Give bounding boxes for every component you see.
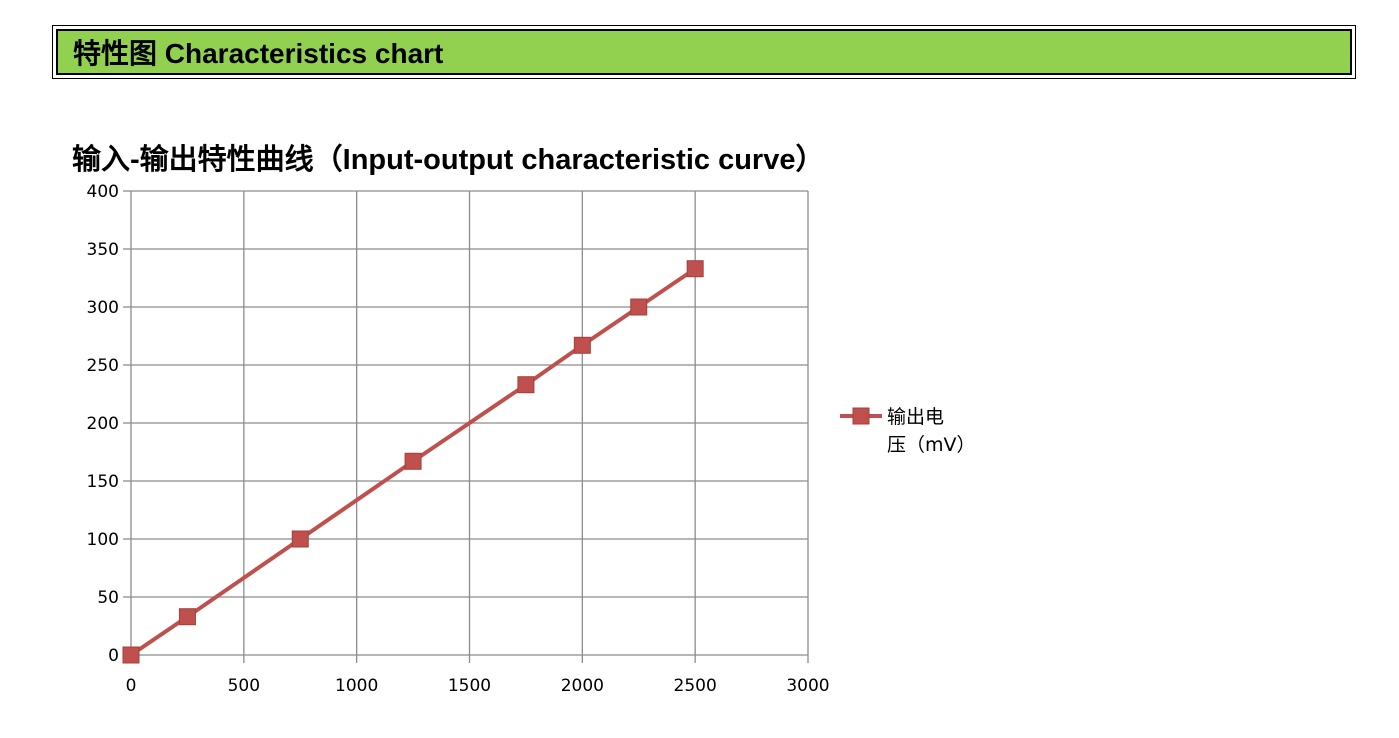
data-point-marker <box>178 608 196 626</box>
y-tick-label: 400 <box>87 182 119 202</box>
y-tick-label: 200 <box>87 414 119 434</box>
x-tick-label: 3000 <box>786 676 829 696</box>
legend-label: 压（mV） <box>887 434 976 456</box>
chart-heading: 输入-输出特性曲线（Input-output characteristic cu… <box>72 144 825 176</box>
chart-section-banner: 特性图 Characteristics chart <box>52 25 1356 79</box>
y-tick-label: 150 <box>87 472 119 492</box>
x-tick-label: 1000 <box>335 676 378 696</box>
axes <box>123 190 809 663</box>
y-tick-label: 50 <box>97 588 119 608</box>
data-point-marker <box>573 336 591 354</box>
tick-labels: 0 50 100 150 200 250 300 350 400 0 500 1000 1500 2000… <box>87 182 830 696</box>
data-point-marker <box>122 646 140 664</box>
x-tick-label: 0 <box>126 676 137 696</box>
series-layer <box>122 260 704 664</box>
y-tick-label: 250 <box>87 356 119 376</box>
y-tick-label: 300 <box>87 298 119 318</box>
legend-label: 输出电 <box>887 406 944 428</box>
x-tick-label: 2500 <box>674 676 717 696</box>
x-tick-label: 2000 <box>561 676 604 696</box>
y-tick-label: 100 <box>87 530 119 550</box>
x-tick-label: 1500 <box>448 676 491 696</box>
data-point-marker <box>291 530 309 548</box>
data-point-marker <box>517 376 535 394</box>
y-tick-label: 0 <box>108 646 119 666</box>
y-tick-label: 350 <box>87 240 119 260</box>
series-line <box>129 266 698 657</box>
legend-marker-sample <box>852 407 870 425</box>
banner-title: 特性图 Characteristics chart <box>56 29 1352 75</box>
data-point-marker <box>630 298 648 316</box>
data-point-marker <box>686 260 704 278</box>
grid-lines <box>131 190 809 655</box>
data-point-marker <box>404 452 422 470</box>
x-tick-label: 500 <box>228 676 260 696</box>
